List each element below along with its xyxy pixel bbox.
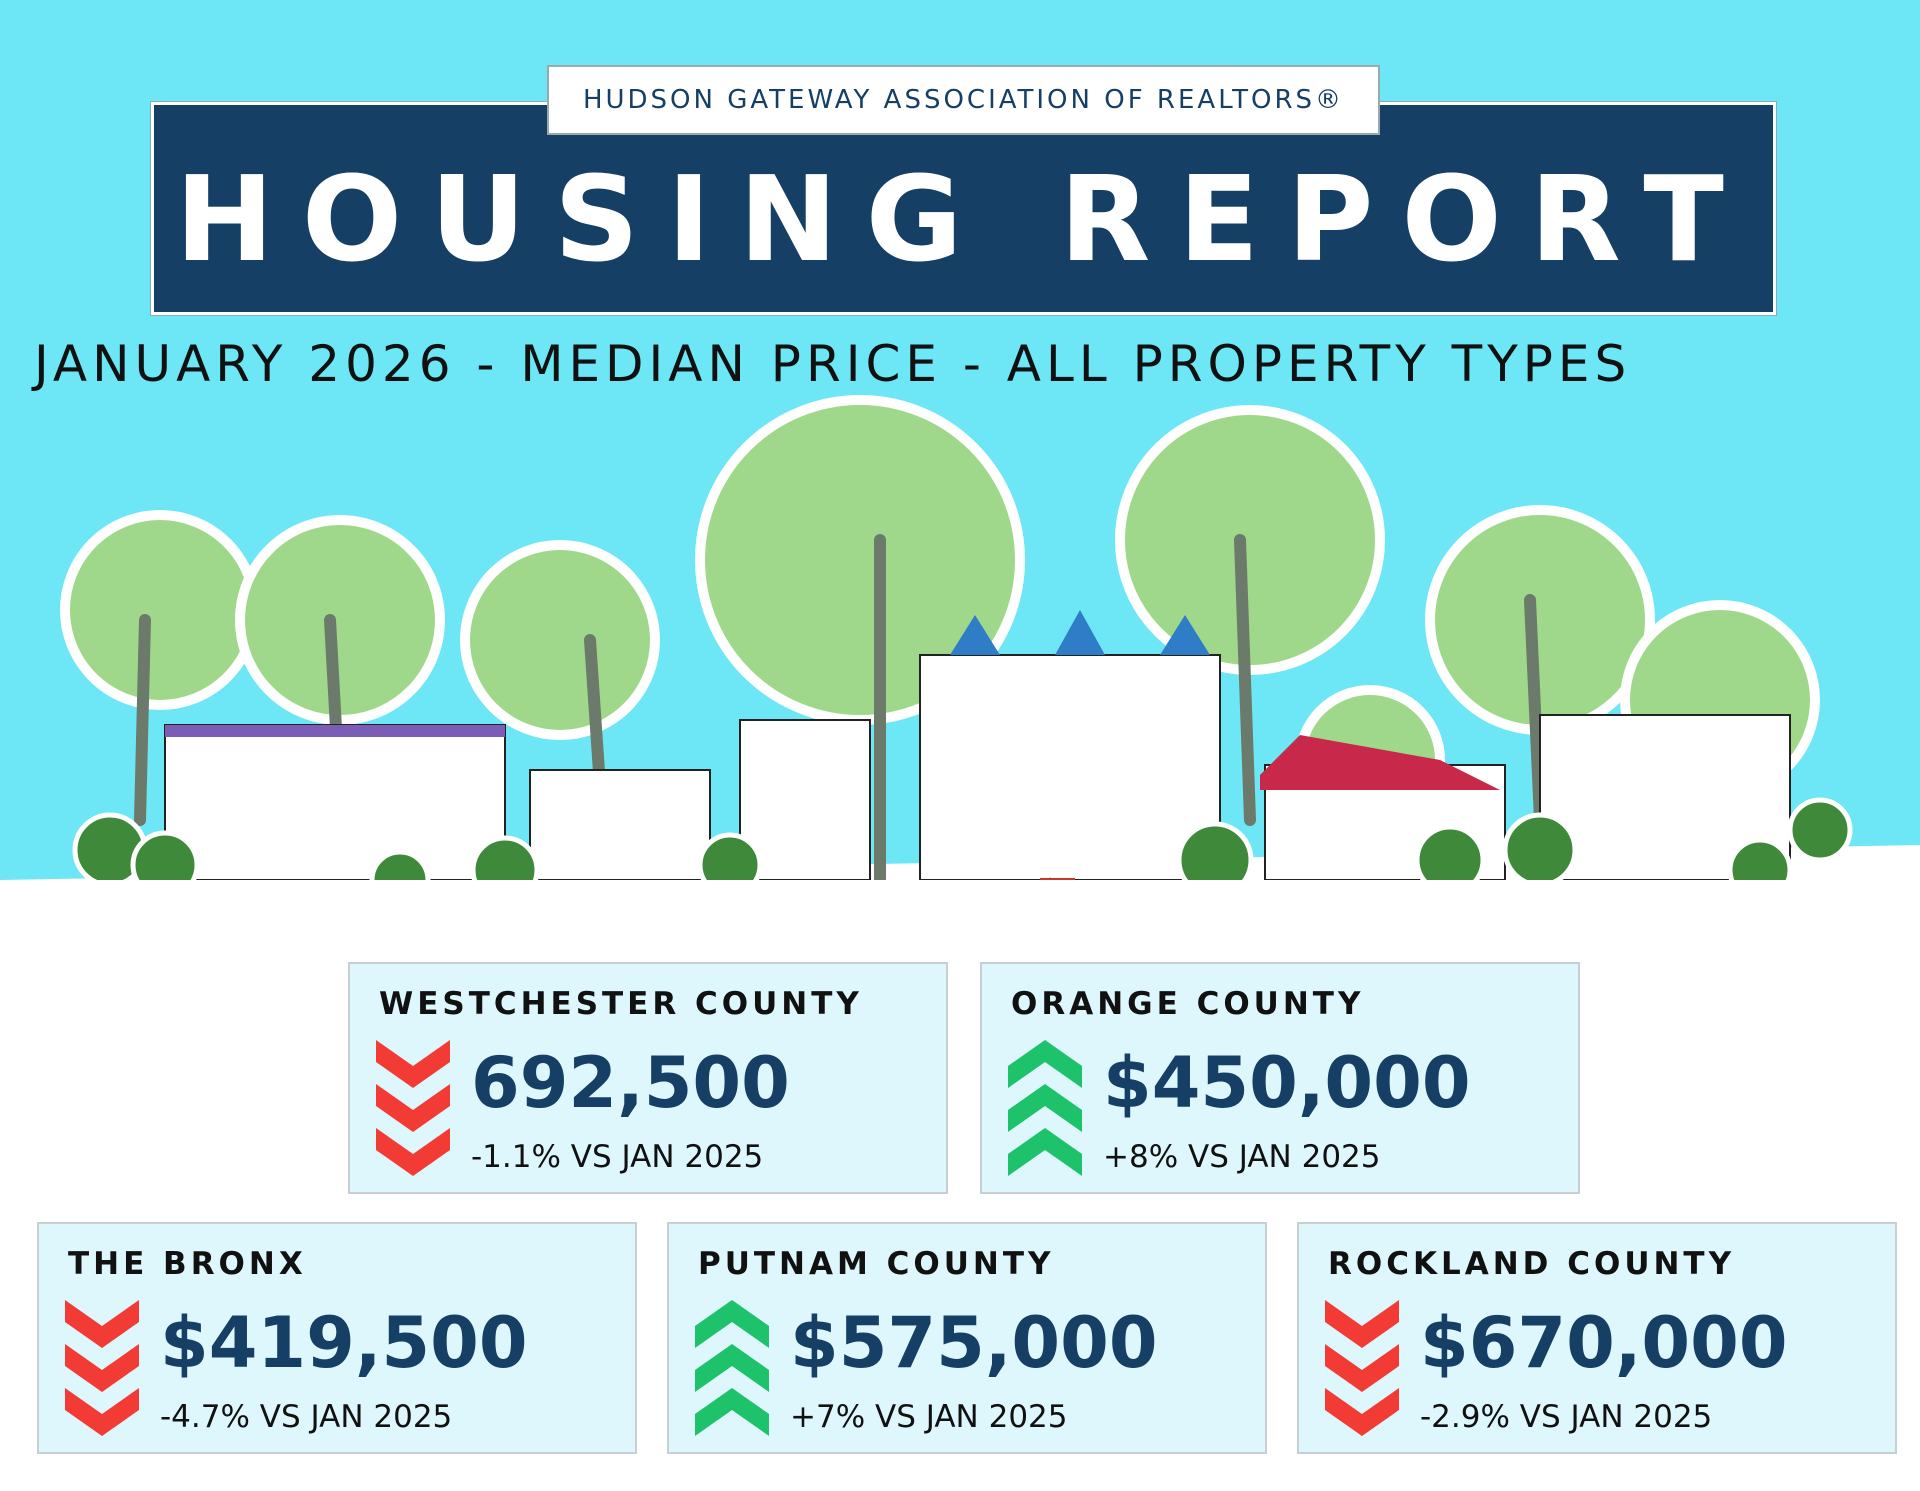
county-name: ORANGE COUNTY — [1011, 986, 1365, 1022]
median-price: 692,500 — [471, 1042, 790, 1124]
chevron — [376, 1084, 450, 1132]
price-change: +8% VS JAN 2025 — [1103, 1139, 1381, 1175]
chevron — [65, 1300, 139, 1348]
median-price: $575,000 — [790, 1302, 1158, 1384]
price-change: -2.9% VS JAN 2025 — [1420, 1399, 1713, 1435]
trend-arrow — [1008, 1040, 1082, 1176]
chevron — [1008, 1128, 1082, 1176]
report-subtitle: JANUARY 2026 - MEDIAN PRICE - ALL PROPER… — [34, 335, 1632, 393]
chevron — [376, 1128, 450, 1176]
trend-arrow — [695, 1300, 769, 1436]
chevron — [695, 1344, 769, 1392]
county-card: WESTCHESTER COUNTY 692,500 -1.1% VS JAN 20… — [348, 962, 948, 1194]
chevron — [1008, 1084, 1082, 1132]
median-price: $670,000 — [1420, 1302, 1788, 1384]
county-card: THE BRONX $419,500 -4.7% VS JAN 2025 — [37, 1222, 637, 1454]
median-price: $419,500 — [160, 1302, 528, 1384]
org-name: HUDSON GATEWAY ASSOCIATION OF REALTORS® — [547, 65, 1380, 135]
report-title: HOUSING REPORT — [150, 101, 1777, 316]
county-name: ROCKLAND COUNTY — [1328, 1246, 1736, 1282]
chevron — [65, 1388, 139, 1436]
price-change: -4.7% VS JAN 2025 — [160, 1399, 453, 1435]
county-name: THE BRONX — [68, 1246, 307, 1282]
trend-arrow — [65, 1300, 139, 1436]
county-card: ORANGE COUNTY $450,000 +8% VS JAN 2025 — [980, 962, 1580, 1194]
trend-arrow — [1325, 1300, 1399, 1436]
chevron — [1325, 1344, 1399, 1392]
chevron — [65, 1344, 139, 1392]
chevron — [376, 1040, 450, 1088]
county-card: ROCKLAND COUNTY $670,000 -2.9% VS JAN 2025 — [1297, 1222, 1897, 1454]
county-name: WESTCHESTER COUNTY — [379, 986, 863, 1022]
chevron — [1325, 1388, 1399, 1436]
chevron — [695, 1300, 769, 1348]
county-name: PUTNAM COUNTY — [698, 1246, 1055, 1282]
chevron — [1008, 1040, 1082, 1088]
median-price: $450,000 — [1103, 1042, 1471, 1124]
trend-arrow — [376, 1040, 450, 1176]
county-card: PUTNAM COUNTY $575,000 +7% VS JAN 2025 — [667, 1222, 1267, 1454]
price-change: +7% VS JAN 2025 — [790, 1399, 1068, 1435]
price-change: -1.1% VS JAN 2025 — [471, 1139, 764, 1175]
chevron — [1325, 1300, 1399, 1348]
chevron — [695, 1388, 769, 1436]
